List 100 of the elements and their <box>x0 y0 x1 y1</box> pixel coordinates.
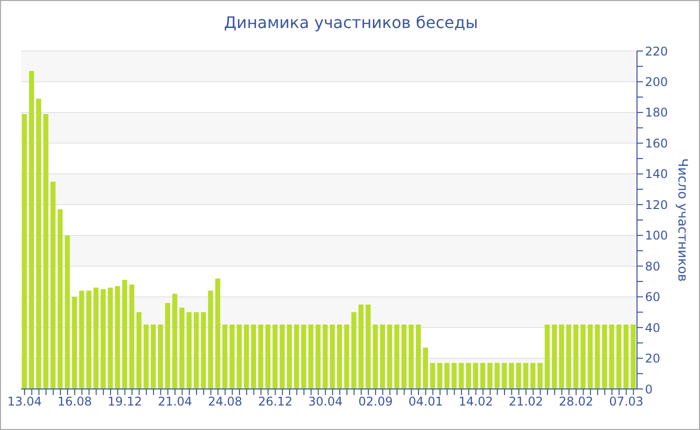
y-tick-label: 100 <box>645 228 668 243</box>
x-tick-label: 26.12 <box>258 394 292 409</box>
bar <box>437 362 442 389</box>
bar <box>308 324 314 389</box>
x-tick-label: 21.04 <box>158 394 192 409</box>
bar <box>552 324 557 389</box>
bar <box>351 312 356 389</box>
x-tick-label: 21.02 <box>508 394 544 409</box>
bar <box>473 362 478 389</box>
bar <box>144 324 149 389</box>
x-tick-label: 28.02 <box>558 394 594 409</box>
bar <box>186 312 192 389</box>
bar <box>64 235 70 389</box>
bar <box>43 114 48 389</box>
bar <box>566 324 572 389</box>
bar <box>208 290 214 389</box>
bar <box>530 362 536 389</box>
bar <box>244 324 249 389</box>
y-tick-label: 60 <box>645 290 660 304</box>
x-tick-label: 14.02 <box>458 394 494 409</box>
bar <box>602 324 608 389</box>
x-tick-label: 24.08 <box>208 394 242 409</box>
bar <box>624 324 629 389</box>
bar <box>50 182 56 389</box>
x-tick-label: 19.12 <box>108 394 142 409</box>
bar <box>408 324 414 389</box>
bar <box>108 288 113 389</box>
bar <box>215 278 220 389</box>
y-tick-label: 160 <box>645 136 668 150</box>
x-tick-label: 04.01 <box>408 394 443 409</box>
x-tick-label: 13.04 <box>7 394 42 409</box>
bar <box>150 324 156 389</box>
bar <box>337 324 342 389</box>
bar <box>609 324 614 389</box>
bar <box>93 288 98 389</box>
bar <box>322 324 328 389</box>
bar <box>236 324 242 389</box>
bar <box>114 286 120 389</box>
bar <box>630 324 636 389</box>
bar <box>58 209 63 389</box>
bar <box>559 324 564 389</box>
bar <box>380 324 385 389</box>
bar <box>516 362 522 389</box>
bar <box>79 290 84 389</box>
bar <box>538 362 543 389</box>
bar <box>230 324 235 389</box>
bar <box>401 324 406 389</box>
y-tick-label: 40 <box>645 320 660 335</box>
bar <box>544 324 550 389</box>
x-tick-label: 30.04 <box>308 394 343 409</box>
x-tick-label: 02.09 <box>358 394 393 409</box>
bar <box>480 362 486 389</box>
bar <box>580 324 586 389</box>
bar <box>430 362 436 389</box>
bar <box>129 284 134 389</box>
bar <box>251 324 256 389</box>
bar <box>100 289 106 389</box>
y-tick-label: 120 <box>645 198 668 212</box>
bar <box>387 324 392 389</box>
bar <box>330 324 335 389</box>
bar <box>280 324 285 389</box>
bar <box>122 280 128 389</box>
bar <box>272 324 278 389</box>
bar <box>265 324 270 389</box>
bar <box>372 324 378 389</box>
bar <box>444 362 450 389</box>
bar <box>366 304 371 389</box>
bar <box>172 294 178 389</box>
bar <box>301 324 306 389</box>
bar <box>36 98 42 389</box>
bar <box>86 290 92 389</box>
bar <box>194 312 199 389</box>
y-axis-title: Число участников <box>674 158 690 282</box>
bar <box>494 362 500 389</box>
y-tick-label: 140 <box>645 167 668 182</box>
bar <box>394 324 400 389</box>
bar <box>179 308 184 389</box>
bar <box>200 312 206 389</box>
bar <box>358 304 364 389</box>
bar <box>502 362 507 389</box>
bar <box>294 324 300 389</box>
bar <box>316 324 321 389</box>
bar <box>422 348 428 389</box>
bar <box>258 324 264 389</box>
x-tick-label: 16.08 <box>58 394 92 409</box>
bar <box>458 362 464 389</box>
bar <box>588 324 593 389</box>
y-tick-label: 200 <box>645 74 668 89</box>
bar <box>594 324 600 389</box>
chart-title: Динамика участников беседы <box>223 13 479 32</box>
bar <box>523 362 528 389</box>
bar <box>508 362 514 389</box>
bar <box>487 362 492 389</box>
bar <box>165 302 170 389</box>
bar <box>222 324 228 389</box>
x-tick-label: 07.03 <box>609 394 644 409</box>
bar <box>158 324 163 389</box>
bar <box>29 70 34 389</box>
y-tick-label: 80 <box>645 259 660 274</box>
bar <box>136 312 142 389</box>
